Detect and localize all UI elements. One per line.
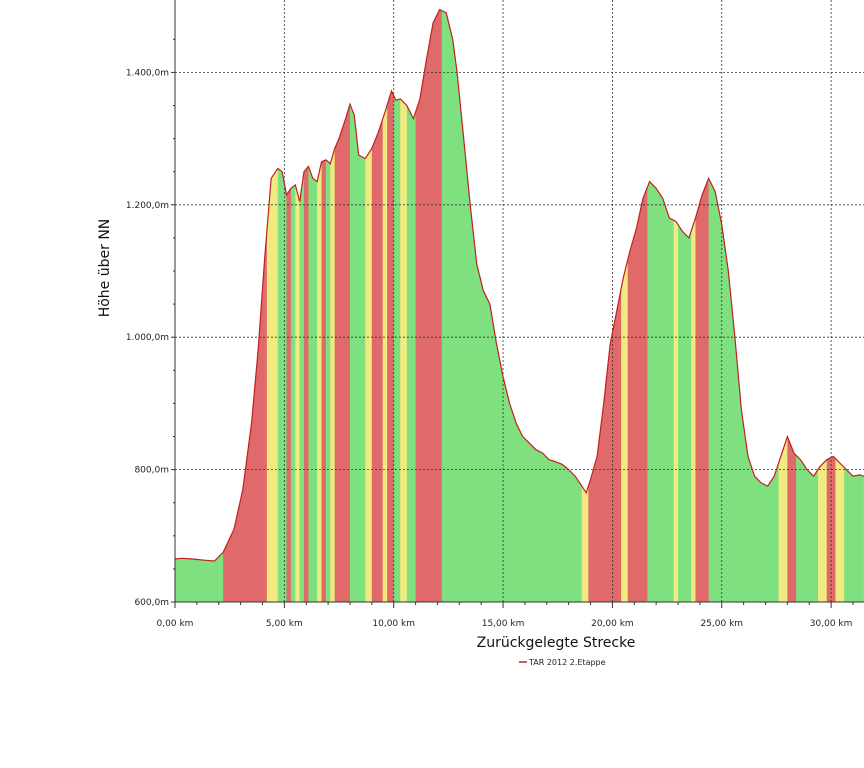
gradient-band-steep [334,9,351,602]
gradient-band-flat [647,9,675,602]
gradient-band-moderate [673,9,679,602]
y-tick-label: 800,0m [134,466,169,476]
gradient-band-steep [627,9,648,602]
gradient-band-flat [349,9,366,602]
gradient-band-flat [406,9,416,602]
x-tick-label: 25,00 km [700,619,743,629]
gradient-band-steep [415,9,443,602]
x-tick-label: 20,00 km [591,619,634,629]
y-tick-label: 600,0m [134,598,169,608]
grid-lines [175,0,864,602]
gradient-band-flat [441,9,583,602]
gradient-band-moderate [266,9,279,602]
series-line-elevation [174,8,864,562]
legend-label: TAR 2012 2.Etappe [528,658,606,667]
x-tick-label: 10,00 km [372,619,415,629]
gradient-band-moderate [295,9,301,602]
legend: TAR 2012 2.Etappe [519,658,606,667]
gradient-band-flat [393,9,401,602]
x-tick-label: 30,00 km [810,619,853,629]
y-tick-label: 1.000,0m [126,333,169,343]
gradient-band-moderate [691,9,696,602]
gradient-band-flat [796,9,819,602]
gradient-band-flat [299,9,305,602]
gradient-band-flat [325,9,331,602]
gradient-band-flat [708,9,780,602]
x-tick-label: 0,00 km [157,619,194,629]
gradient-band-flat [277,9,287,602]
y-axis-ticks: 600,0m 800,0m 1.000,0m 1.200,0m 1.400,0m [126,38,175,608]
x-tick-label: 15,00 km [482,619,525,629]
gradient-band-steep [223,9,268,602]
gradient-band-flat [175,9,224,602]
gradient-band-moderate [382,9,388,602]
gradient-band-steep [321,9,327,602]
gradient-band-steep [588,9,622,602]
gradient-band-moderate [835,9,845,602]
y-tick-label: 1.200,0m [126,201,169,211]
gradient-band-steep [371,9,384,602]
gradient-band-steep [286,9,292,602]
gradient-band-moderate [365,9,373,602]
gradient-band-moderate [400,9,408,602]
gradient-band-moderate [817,9,828,602]
x-axis-ticks: 0,00 km 5,00 km 10,00 km 15,00 km 20,00 km 25… [157,602,854,629]
x-axis-title: Zurückgelegte Strecke [477,635,636,651]
gradient-band-flat [844,9,864,602]
gradient-band-flat [290,9,296,602]
gradient-band-moderate [330,9,336,602]
gradient-band-moderate [778,9,788,602]
gradient-band-steep [695,9,710,602]
gradient-band-moderate [581,9,589,602]
gradient-bands [175,9,864,602]
gradient-band-steep [787,9,797,602]
gradient-band-flat [308,9,318,602]
gradient-band-steep [304,9,309,602]
gradient-band-steep [387,9,395,602]
gradient-band-flat [678,9,692,602]
gradient-band-moderate [317,9,322,602]
x-tick-label: 5,00 km [266,619,303,629]
y-tick-label: 1.400,0m [126,68,169,78]
y-axis-title: Höhe über NN [97,219,113,318]
gradient-band-moderate [621,9,629,602]
